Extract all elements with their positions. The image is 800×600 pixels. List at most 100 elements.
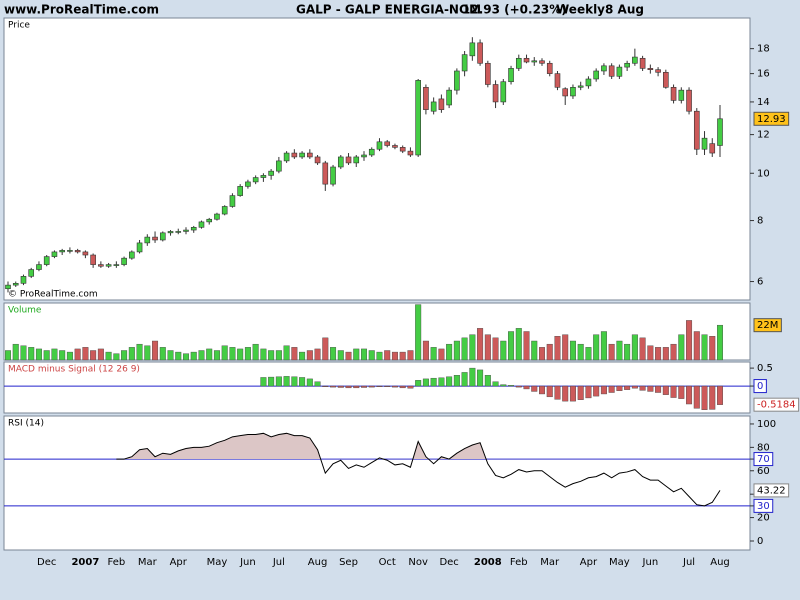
candle-body <box>144 236 151 244</box>
candle-body <box>245 181 251 187</box>
bar <box>647 345 654 361</box>
bar <box>167 350 174 361</box>
bar <box>306 350 313 361</box>
y-tick-label: 20 <box>757 513 770 524</box>
bar <box>391 385 398 388</box>
candle-body <box>43 256 50 265</box>
candle-body <box>361 154 367 158</box>
chart-title: GALP - GALP ENERGIA-NOM <box>296 3 481 17</box>
x-tick-label: Aug <box>710 557 730 568</box>
bar <box>600 385 607 395</box>
bar <box>97 348 104 361</box>
x-tick-label: 2008 <box>474 557 502 568</box>
bar <box>585 385 592 399</box>
candle-body <box>663 71 669 88</box>
panel-label: Volume <box>8 306 42 316</box>
bar <box>260 348 267 361</box>
bar <box>593 334 600 361</box>
bar <box>569 385 576 402</box>
bar <box>469 334 476 361</box>
candle-body <box>492 84 499 103</box>
candle-body <box>376 141 383 150</box>
bar <box>275 350 282 361</box>
candle-body <box>337 156 344 168</box>
bar <box>376 351 383 361</box>
bar <box>662 347 669 361</box>
bar <box>291 347 298 361</box>
bar <box>515 385 522 388</box>
x-tick-label: May <box>207 557 228 568</box>
bar <box>90 350 97 361</box>
bar <box>662 385 669 395</box>
candle-body <box>508 68 514 83</box>
y-tick-label: 8 <box>757 216 763 227</box>
bar <box>291 376 298 387</box>
bar <box>283 345 290 361</box>
candle-body <box>539 60 545 64</box>
candle-body <box>624 62 630 68</box>
x-tick-label: 2007 <box>71 557 99 568</box>
candle-body <box>368 148 375 156</box>
bar <box>121 350 128 361</box>
x-tick-label: Feb <box>510 557 528 568</box>
candle-body <box>546 62 553 74</box>
candle-body <box>461 54 468 72</box>
bar <box>461 372 468 387</box>
x-tick-label: Jul <box>682 557 695 568</box>
candle-body <box>159 232 166 241</box>
x-tick-label: Apr <box>580 557 598 568</box>
candle-body <box>500 81 507 103</box>
y-tick-label: 16 <box>757 69 770 80</box>
bar <box>353 385 360 389</box>
candle-body <box>423 87 429 110</box>
bar <box>469 367 476 387</box>
x-tick-label: Mar <box>540 557 560 568</box>
bar <box>430 347 437 361</box>
bar <box>252 343 259 361</box>
rsi-panel <box>3 415 751 551</box>
candle-body <box>283 152 290 162</box>
bar <box>693 331 700 361</box>
last-value-label: -0.5184 <box>757 400 796 411</box>
quote: 12.93 (+0.23%) <box>462 3 567 17</box>
bar <box>539 347 546 361</box>
last-value-label: 43.22 <box>757 485 786 496</box>
candle-body <box>454 70 460 91</box>
candle-body <box>345 156 352 164</box>
candle-body <box>276 160 282 172</box>
bar <box>539 385 546 395</box>
x-tick-label: Jul <box>272 557 285 568</box>
candle-body <box>36 264 42 270</box>
bar <box>337 350 344 361</box>
candle-body <box>291 152 298 158</box>
bar <box>461 337 468 361</box>
candle-body <box>639 57 646 69</box>
bar <box>686 385 693 405</box>
candle-body <box>670 87 677 101</box>
candle-body <box>237 186 243 196</box>
candle-body <box>20 276 27 284</box>
bar <box>686 320 693 361</box>
candle-body <box>632 56 638 64</box>
last-value-box <box>753 452 774 467</box>
bar <box>337 385 344 388</box>
bar <box>616 385 623 391</box>
candle-body <box>260 175 267 178</box>
y-tick-label: 70 <box>757 454 770 465</box>
bar <box>74 348 81 361</box>
bar <box>508 331 515 361</box>
bar <box>608 343 615 361</box>
candle-body <box>577 85 584 88</box>
bar <box>655 385 662 393</box>
bar <box>59 350 66 361</box>
candle-body <box>616 66 623 77</box>
candle-body <box>469 42 476 57</box>
candle-body <box>430 101 437 112</box>
bar <box>438 377 445 387</box>
bar <box>709 336 716 361</box>
bar <box>384 350 391 361</box>
bar <box>717 385 724 405</box>
bar <box>322 385 329 387</box>
y-tick-label: 0 <box>757 381 763 392</box>
